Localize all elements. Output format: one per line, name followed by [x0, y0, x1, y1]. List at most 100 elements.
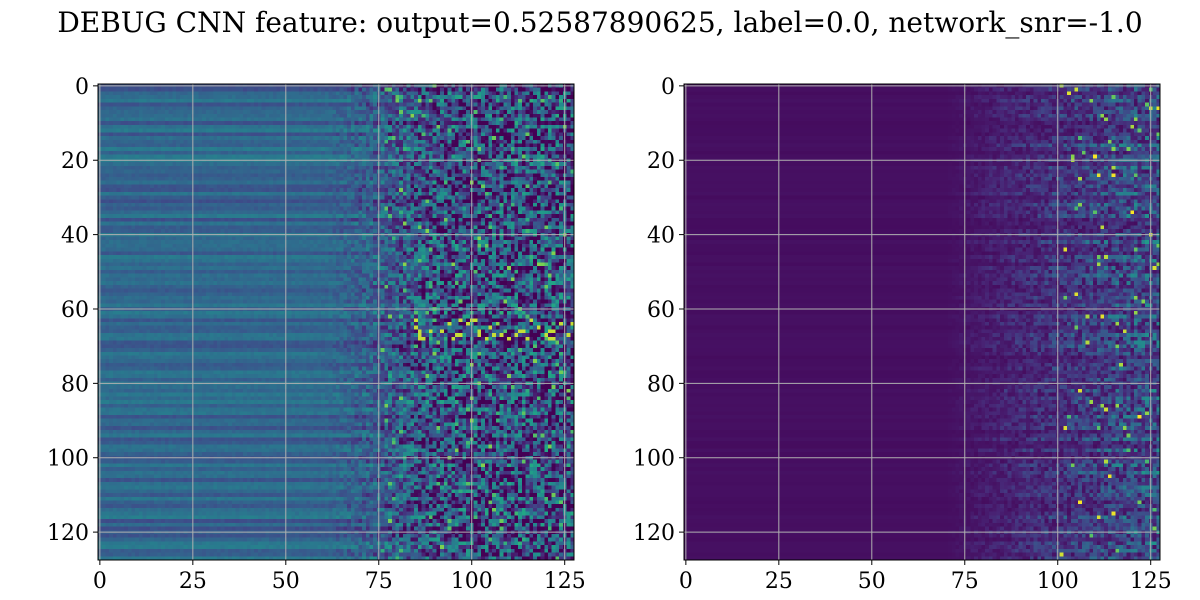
heatmap-cell: [403, 95, 407, 99]
heatmap-cell: [280, 95, 284, 99]
heatmap-cell: [548, 103, 552, 107]
heatmap-cell: [466, 91, 470, 95]
heatmap-cell: [325, 91, 329, 95]
heatmap-cell: [120, 88, 124, 92]
heatmap-cell: [269, 91, 273, 95]
heatmap-cell: [496, 91, 500, 95]
heatmap-cell: [135, 110, 139, 114]
heatmap-cell: [526, 95, 530, 99]
heatmap-cell: [154, 95, 158, 99]
heatmap-cell: [555, 88, 559, 92]
heatmap-cell: [150, 114, 154, 118]
heatmap-cell: [448, 88, 452, 92]
heatmap-cell: [552, 117, 556, 121]
heatmap-cell: [120, 117, 124, 121]
heatmap-cell: [343, 117, 347, 121]
heatmap-cell: [381, 117, 385, 121]
heatmap-cell: [180, 114, 184, 118]
heatmap-cell: [172, 121, 176, 125]
heatmap-cell: [314, 95, 318, 99]
heatmap-cell: [422, 114, 426, 118]
heatmap-cell: [295, 95, 299, 99]
heatmap-cell: [503, 106, 507, 110]
heatmap-cell: [366, 88, 370, 92]
heatmap-cell: [158, 91, 162, 95]
heatmap-cell: [184, 88, 188, 92]
heatmap-cell: [165, 117, 169, 121]
heatmap-cell: [128, 91, 132, 95]
heatmap-cell: [507, 95, 511, 99]
heatmap-cell: [541, 110, 545, 114]
heatmap-cell: [329, 88, 333, 92]
heatmap-cell: [254, 106, 258, 110]
heatmap-cell: [299, 103, 303, 107]
heatmap-cell: [247, 121, 251, 125]
heatmap-cell: [239, 103, 243, 107]
heatmap-cell: [403, 110, 407, 114]
heatmap-cell: [422, 110, 426, 114]
heatmap-cell: [232, 106, 236, 110]
heatmap-cell: [243, 110, 247, 114]
heatmap-cell: [165, 103, 169, 107]
heatmap-cell: [503, 117, 507, 121]
heatmap-cell: [154, 114, 158, 118]
heatmap-cell: [228, 91, 232, 95]
heatmap-cell: [213, 114, 217, 118]
heatmap-cell: [291, 95, 295, 99]
heatmap-cell: [440, 95, 444, 99]
heatmap-cell: [396, 117, 400, 121]
heatmap-cell: [555, 110, 559, 114]
heatmap-cell: [236, 117, 240, 121]
heatmap-cell: [120, 99, 124, 103]
heatmap-cell: [169, 103, 173, 107]
heatmap-cell: [373, 103, 377, 107]
heatmap-cell: [529, 114, 533, 118]
heatmap-cell: [258, 99, 262, 103]
heatmap-cell: [198, 91, 202, 95]
heatmap-cell: [202, 88, 206, 92]
heatmap-cell: [325, 110, 329, 114]
heatmap-cell: [143, 88, 147, 92]
heatmap-cell: [158, 88, 162, 92]
heatmap-cell: [392, 103, 396, 107]
heatmap-cell: [224, 114, 228, 118]
heatmap-cell: [306, 110, 310, 114]
heatmap-cell: [518, 103, 522, 107]
heatmap-cell: [128, 95, 132, 99]
heatmap-cell: [537, 95, 541, 99]
heatmap-cell: [158, 117, 162, 121]
heatmap-cell: [228, 114, 232, 118]
heatmap-cell: [247, 106, 251, 110]
heatmap-cell: [180, 88, 184, 92]
heatmap-cell: [407, 114, 411, 118]
heatmap-cell: [273, 103, 277, 107]
heatmap-cell: [399, 117, 403, 121]
heatmap-cell: [221, 95, 225, 99]
heatmap-cell: [347, 106, 351, 110]
heatmap-cell: [384, 103, 388, 107]
heatmap-cell: [444, 99, 448, 103]
heatmap-cell: [451, 88, 455, 92]
heatmap-cell: [161, 88, 165, 92]
heatmap-cell: [481, 106, 485, 110]
heatmap-cell: [221, 114, 225, 118]
heatmap-cell: [310, 99, 314, 103]
heatmap-cell: [228, 121, 232, 125]
heatmap-cell: [526, 117, 530, 121]
heatmap-cell: [306, 103, 310, 107]
heatmap-cell: [299, 110, 303, 114]
heatmap-cell: [515, 95, 519, 99]
heatmap-cell: [184, 95, 188, 99]
heatmap-cell: [321, 117, 325, 121]
heatmap-cell: [466, 106, 470, 110]
heatmap-cell: [210, 106, 214, 110]
heatmap-cell: [210, 110, 214, 114]
heatmap-cell: [254, 88, 258, 92]
heatmap-cell: [265, 91, 269, 95]
heatmap-cell: [195, 88, 199, 92]
heatmap-cell: [511, 99, 515, 103]
heatmap-cell: [369, 106, 373, 110]
heatmap-cell: [500, 91, 504, 95]
heatmap-cell: [232, 99, 236, 103]
heatmap-cell: [392, 91, 396, 95]
